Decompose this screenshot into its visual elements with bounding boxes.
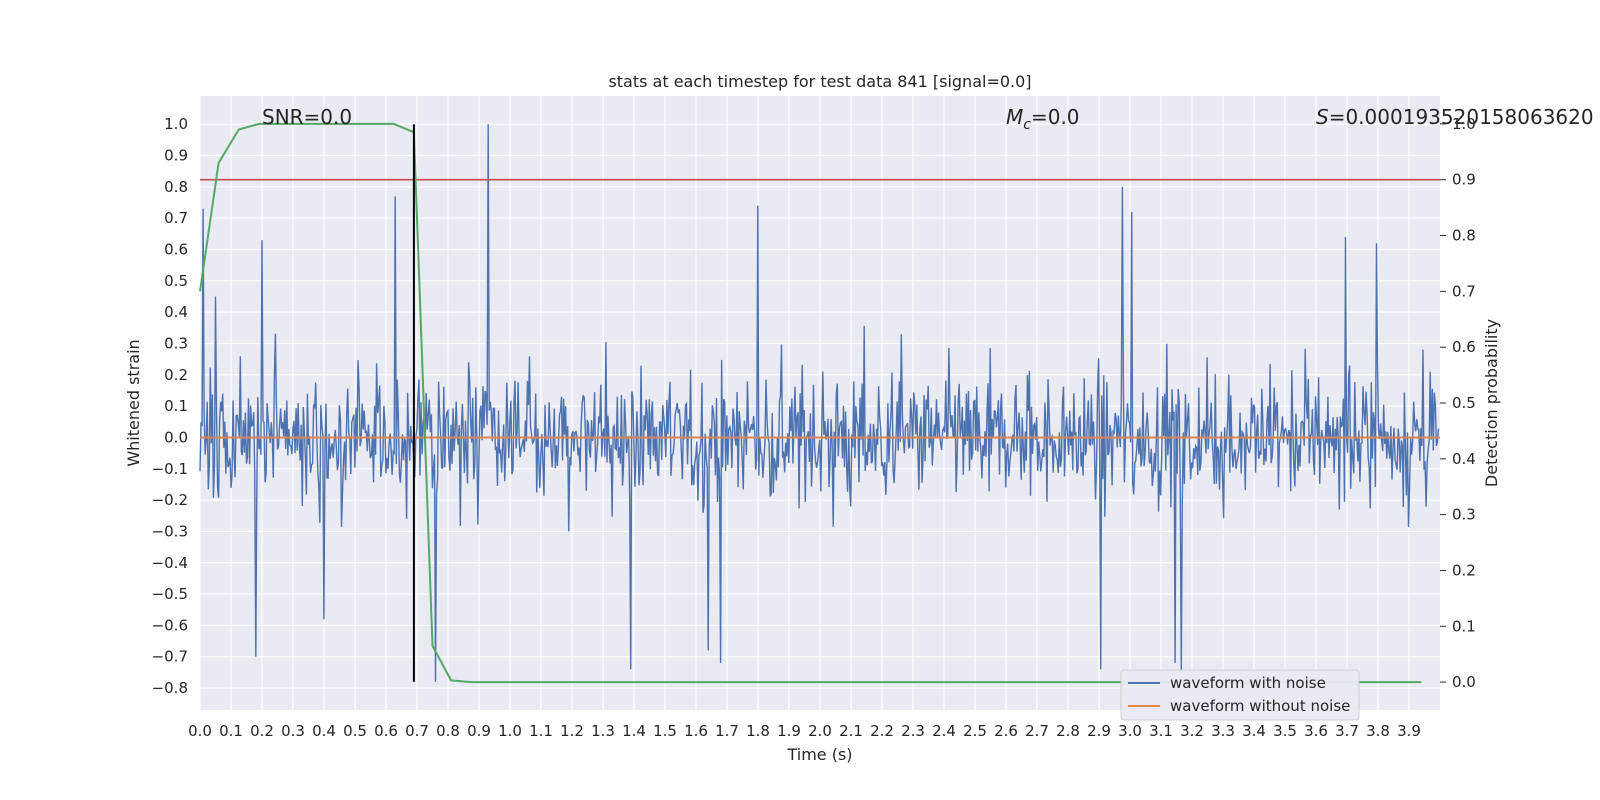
y2-tick-label: 0.7 [1452, 282, 1476, 300]
s-value: =0.000193520158063620 [1329, 105, 1594, 129]
mc-value: =0.0 [1031, 105, 1080, 129]
x-tick-label: 1.3 [591, 722, 615, 740]
mc-subscript: c [1023, 117, 1031, 133]
x-tick-label: 0.5 [343, 722, 367, 740]
ticks: 0.0 0.1 0.2 0.3 0.4 0.5 0.6 0.7 0.8 0.9 1.0 1.1 1.2 1… [152, 115, 1476, 740]
y-tick-label: 0.6 [164, 241, 188, 259]
y2-tick-label: 1.0 [1452, 115, 1476, 133]
y-tick-label: 0.4 [164, 303, 188, 321]
y2-tick-label: 0.9 [1452, 171, 1476, 189]
detection-probability-line [199, 122, 1422, 684]
y-tick-label: −0.7 [152, 648, 188, 666]
x-tick-label: 3.9 [1397, 722, 1421, 740]
x-tick-label: 2.1 [839, 722, 863, 740]
y-tick-label: 0.0 [164, 428, 188, 446]
series-waveform-with-noise [199, 124, 1440, 682]
y-tick-label: −0.4 [152, 554, 188, 572]
x-tick-label: 2.4 [932, 722, 956, 740]
series-lines [199, 122, 1440, 684]
legend-label-clean: waveform without noise [1170, 697, 1350, 715]
waveform-with-noise-line [199, 124, 1440, 682]
x-tick-label: 2.5 [963, 722, 987, 740]
snr-annotation: SNR=0.0 [262, 105, 352, 129]
x-tick-label: 1.1 [529, 722, 553, 740]
y-tick-label: −0.2 [152, 491, 188, 509]
y-tick-label: 0.9 [164, 147, 188, 165]
y2-tick-label: 0.2 [1452, 561, 1476, 579]
x-tick-label: 1.6 [684, 722, 708, 740]
y2-tick-label: 0.8 [1452, 227, 1476, 245]
x-tick-label: 2.7 [1025, 722, 1049, 740]
x-tick-label: 1.7 [715, 722, 739, 740]
x-tick-label: 0.1 [219, 722, 243, 740]
y-tick-label: −0.8 [152, 679, 188, 697]
x-tick-label: 1.9 [777, 722, 801, 740]
legend-box [1120, 669, 1360, 721]
legend: waveform with noise waveform without noi… [1120, 669, 1360, 721]
s-annotation: S=0.000193520158063620 [1316, 105, 1594, 129]
x-tick-label: 2.6 [994, 722, 1018, 740]
x-tick-label: 0.8 [436, 722, 460, 740]
y-tick-label: 0.1 [164, 397, 188, 415]
y2-tick-label: 0.0 [1452, 673, 1476, 691]
y-tick-label: 0.7 [164, 209, 188, 227]
x-tick-label: 0.9 [467, 722, 491, 740]
y2-tick-label: 0.6 [1452, 338, 1476, 356]
x-tick-label: 0.7 [405, 722, 429, 740]
y-tick-label: −0.3 [152, 522, 188, 540]
mc-annotation: Mc=0.0 [1006, 105, 1080, 133]
chart-title: stats at each timestep for test data 841… [608, 72, 1031, 91]
y2-axis-label: Detection probability [1482, 319, 1501, 487]
x-tick-label: 3.2 [1180, 722, 1204, 740]
grid [199, 96, 1440, 710]
y2-tick-label: 0.5 [1452, 394, 1476, 412]
x-tick-label: 0.0 [188, 722, 212, 740]
y-tick-label: 0.5 [164, 272, 188, 290]
y-axis-label: Whitened strain [124, 339, 143, 466]
x-tick-label: 3.7 [1335, 722, 1359, 740]
x-tick-label: 2.0 [808, 722, 832, 740]
x-tick-label: 3.1 [1149, 722, 1173, 740]
y-tick-label: 0.3 [164, 334, 188, 352]
y-tick-label: 0.2 [164, 366, 188, 384]
x-tick-label: 3.0 [1118, 722, 1142, 740]
legend-label-noisy: waveform with noise [1170, 674, 1326, 692]
y-tick-label: 0.8 [164, 178, 188, 196]
x-tick-label: 3.6 [1304, 722, 1328, 740]
x-tick-label: 1.5 [653, 722, 677, 740]
x-tick-label: 3.5 [1273, 722, 1297, 740]
x-tick-label: 1.8 [746, 722, 770, 740]
x-tick-label: 2.2 [870, 722, 894, 740]
x-tick-label: 3.3 [1211, 722, 1235, 740]
y-tick-label: −0.5 [152, 585, 188, 603]
y2-tick-label: 0.3 [1452, 506, 1476, 524]
x-tick-label: 1.4 [622, 722, 646, 740]
s-symbol: S [1316, 105, 1329, 129]
y2-tick-label: 0.4 [1452, 450, 1476, 468]
x-tick-label: 1.0 [498, 722, 522, 740]
x-tick-label: 3.4 [1242, 722, 1266, 740]
x-tick-label: 3.8 [1366, 722, 1390, 740]
x-tick-label: 0.6 [374, 722, 398, 740]
x-axis-label: Time (s) [786, 745, 852, 764]
x-tick-label: 2.8 [1056, 722, 1080, 740]
y-tick-label: −0.1 [152, 460, 188, 478]
x-tick-label: 2.3 [901, 722, 925, 740]
mc-symbol: M [1006, 105, 1023, 129]
y-tick-label: −0.6 [152, 616, 188, 634]
y2-tick-label: 0.1 [1452, 617, 1476, 635]
x-tick-label: 0.4 [312, 722, 336, 740]
x-tick-label: 0.2 [250, 722, 274, 740]
x-tick-label: 2.9 [1087, 722, 1111, 740]
y-tick-label: 1.0 [164, 115, 188, 133]
x-tick-label: 1.2 [560, 722, 584, 740]
x-tick-label: 0.3 [281, 722, 305, 740]
